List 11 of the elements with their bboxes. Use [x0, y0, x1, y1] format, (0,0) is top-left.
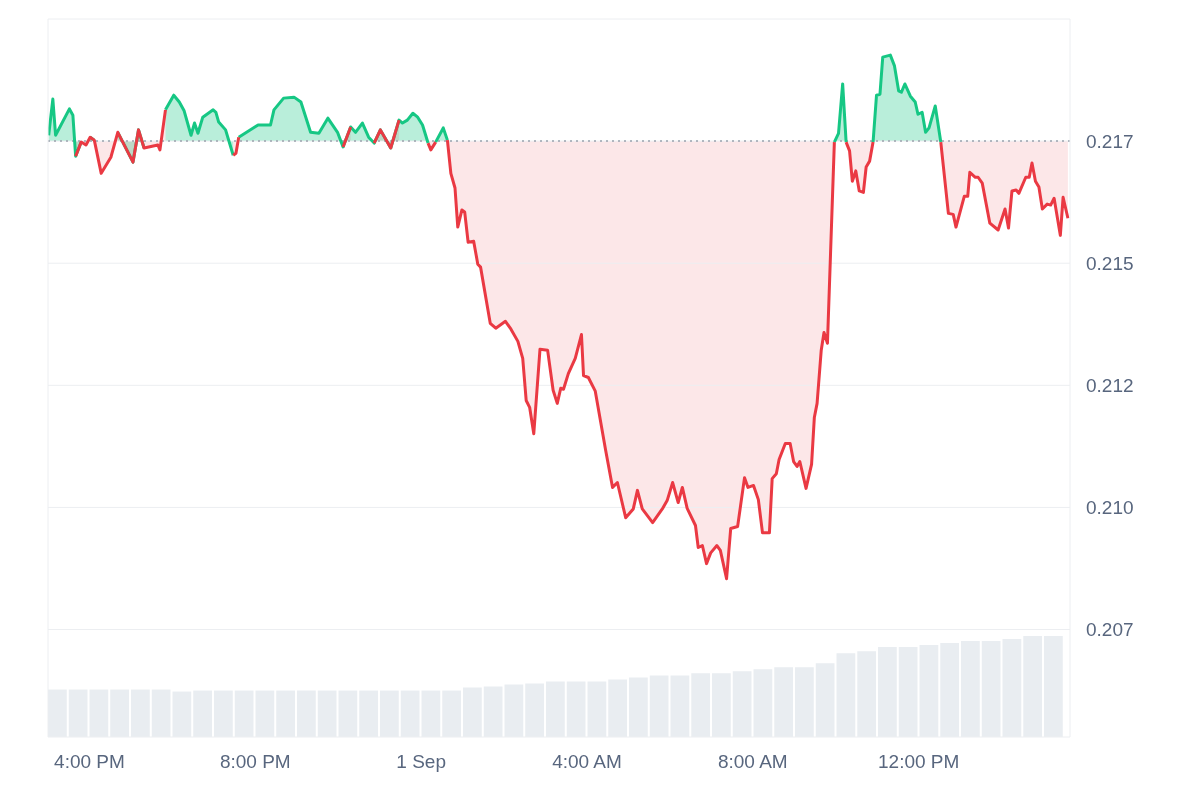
- y-tick-label: 0.217: [1086, 130, 1134, 152]
- y-tick-label: 0.210: [1086, 497, 1134, 519]
- y-tick-label: 0.215: [1086, 252, 1134, 274]
- x-tick-label: 8:00 PM: [219, 751, 291, 773]
- x-tick-label: 8:00 AM: [717, 751, 788, 773]
- y-tick-label: 0.212: [1086, 375, 1134, 397]
- x-tick-label: 12:00 PM: [878, 751, 960, 773]
- x-tick-label: 4:00 PM: [54, 751, 125, 773]
- y-tick-label: 0.207: [1086, 619, 1134, 641]
- x-tick-label: 1 Sep: [396, 751, 446, 773]
- x-tick-label: 4:00 AM: [552, 751, 622, 773]
